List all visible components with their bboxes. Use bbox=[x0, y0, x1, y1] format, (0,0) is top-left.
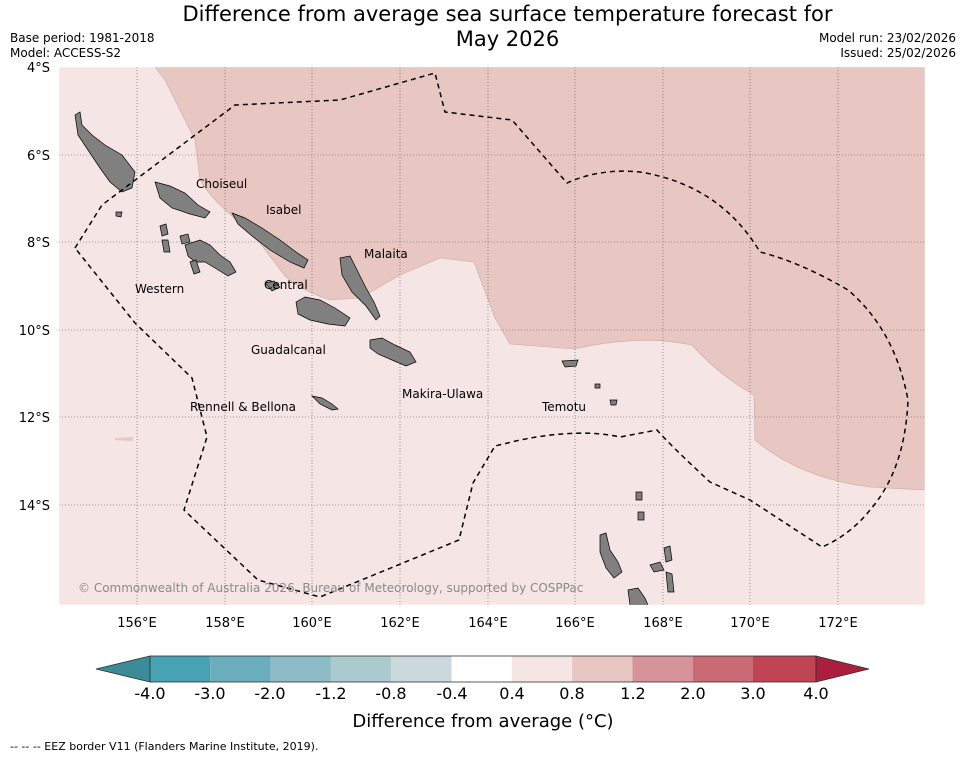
lon-label: 168°E bbox=[643, 616, 683, 631]
title-line-1: Difference from average sea surface temp… bbox=[182, 2, 833, 26]
lon-label: 172°E bbox=[818, 616, 858, 631]
lat-label: 10°S bbox=[19, 324, 50, 339]
colorbar-extend-low bbox=[95, 655, 151, 683]
label-guadalcanal: Guadalcanal bbox=[251, 343, 326, 357]
island-choiseul bbox=[74, 111, 136, 193]
eez-legend: -- -- -- EEZ border V11 (Flanders Marine… bbox=[10, 740, 319, 753]
island-vanuatu-north bbox=[599, 532, 623, 579]
island-santa-cruz bbox=[561, 359, 579, 368]
island-small-c bbox=[179, 233, 191, 245]
colorbar-bin bbox=[511, 656, 573, 682]
island-vanuatu-b bbox=[627, 587, 649, 605]
lat-label: 4°S bbox=[27, 61, 50, 76]
colorbar-tick: -0.4 bbox=[436, 684, 467, 703]
model-run: Model run: 23/02/2026 bbox=[818, 31, 956, 45]
lon-label: 158°E bbox=[205, 616, 245, 631]
colorbar-tick: -2.0 bbox=[254, 684, 285, 703]
copyright-notice: © Commonwealth of Australia 2026, Bureau… bbox=[78, 581, 583, 595]
colorbar-tick: -4.0 bbox=[134, 684, 165, 703]
islands bbox=[74, 111, 675, 605]
lon-label: 162°E bbox=[380, 616, 420, 631]
lat-label: 14°S bbox=[19, 499, 50, 514]
anomaly-fill bbox=[59, 67, 925, 605]
colorbar-tick: 3.0 bbox=[740, 684, 765, 703]
island-guadalcanal bbox=[295, 296, 351, 327]
lon-label: 160°E bbox=[292, 616, 332, 631]
island-vanuatu-f bbox=[635, 491, 643, 501]
island-small-d bbox=[189, 259, 201, 275]
label-rennell-bellona: Rennell & Bellona bbox=[190, 400, 296, 414]
meta-left: Base period: 1981-2018 Model: ACCESS-S2 bbox=[10, 31, 155, 61]
colorbar-tick: 1.2 bbox=[620, 684, 645, 703]
lat-axis: 4°S 6°S 8°S 10°S 12°S 14°S bbox=[19, 61, 50, 514]
island-reef-b bbox=[609, 399, 618, 406]
island-small-a bbox=[159, 223, 169, 237]
colorbar-bin bbox=[391, 656, 452, 682]
island-vanuatu-e bbox=[665, 571, 675, 593]
colorbar-bin bbox=[753, 656, 816, 682]
chart-title: Difference from average sea surface temp… bbox=[160, 2, 855, 52]
colorbar-bin bbox=[330, 656, 392, 682]
base-period: Base period: 1981-2018 bbox=[10, 31, 155, 45]
label-central: Central bbox=[264, 278, 308, 292]
island-small-b bbox=[161, 239, 171, 253]
colorbar-bin bbox=[632, 656, 693, 682]
lat-label: 12°S bbox=[19, 411, 50, 426]
island-isabel bbox=[231, 212, 309, 269]
label-western: Western bbox=[135, 282, 184, 296]
colorbar-extend-high bbox=[815, 655, 870, 683]
island-vanuatu-g bbox=[637, 511, 645, 521]
title-line-2: May 2026 bbox=[455, 27, 560, 51]
colorbar-bin bbox=[150, 656, 211, 682]
lon-label: 170°E bbox=[730, 616, 770, 631]
island-malaita bbox=[339, 255, 381, 321]
label-temotu: Temotu bbox=[541, 400, 586, 414]
colorbar-tick: 0.4 bbox=[499, 684, 524, 703]
island-florida bbox=[264, 280, 281, 292]
island-rennell bbox=[310, 395, 339, 411]
colorbar-ticks: -4.0 -3.0 -2.0 -1.2 -0.8 -0.4 0.4 0.8 1.… bbox=[134, 684, 828, 703]
map-frame bbox=[58, 66, 926, 606]
colorbar-bin bbox=[210, 656, 271, 682]
lat-label: 8°S bbox=[27, 236, 50, 251]
lon-axis: 156°E 158°E 160°E 162°E 164°E 166°E 168°… bbox=[117, 616, 858, 631]
colorbar-bin bbox=[692, 656, 753, 682]
meta-right: Model run: 23/02/2026 Issued: 25/02/2026 bbox=[819, 31, 956, 61]
issued-date: Issued: 25/02/2026 bbox=[840, 46, 956, 60]
lon-label: 164°E bbox=[468, 616, 508, 631]
lon-label: 156°E bbox=[117, 616, 157, 631]
colorbar-tick: 2.0 bbox=[680, 684, 705, 703]
island-vanuatu-d bbox=[663, 545, 673, 563]
island-makira bbox=[369, 337, 417, 367]
colorbar-bin bbox=[572, 656, 633, 682]
island-reef-a bbox=[594, 383, 601, 389]
colorbar-label: Difference from average (°C) bbox=[352, 711, 613, 732]
colorbar-tick: -0.8 bbox=[375, 684, 406, 703]
colorbar-tick: -3.0 bbox=[194, 684, 225, 703]
label-choiseul: Choiseul bbox=[196, 177, 247, 191]
colorbar-tick: 0.8 bbox=[559, 684, 584, 703]
lat-label: 6°S bbox=[27, 149, 50, 164]
colorbar bbox=[95, 655, 870, 683]
island-small-e bbox=[115, 211, 123, 218]
lon-label: 166°E bbox=[555, 616, 595, 631]
province-labels: Choiseul Isabel Malaita Western Central … bbox=[135, 177, 586, 414]
label-makira-ulawa: Makira-Ulawa bbox=[402, 387, 483, 401]
colorbar-tick: -1.2 bbox=[315, 684, 346, 703]
anomaly-speck bbox=[115, 437, 133, 441]
island-vanuatu-c bbox=[649, 561, 665, 573]
island-choiseul-main bbox=[154, 181, 211, 219]
colorbar-bin bbox=[270, 656, 331, 682]
eez-border bbox=[74, 72, 909, 598]
colorbar-bin bbox=[451, 656, 512, 682]
label-malaita: Malaita bbox=[364, 247, 408, 261]
anomaly-region-0.8-1.2 bbox=[154, 67, 925, 491]
label-isabel: Isabel bbox=[266, 203, 301, 217]
model-name: Model: ACCESS-S2 bbox=[10, 46, 122, 60]
colorbar-tick: 4.0 bbox=[803, 684, 828, 703]
